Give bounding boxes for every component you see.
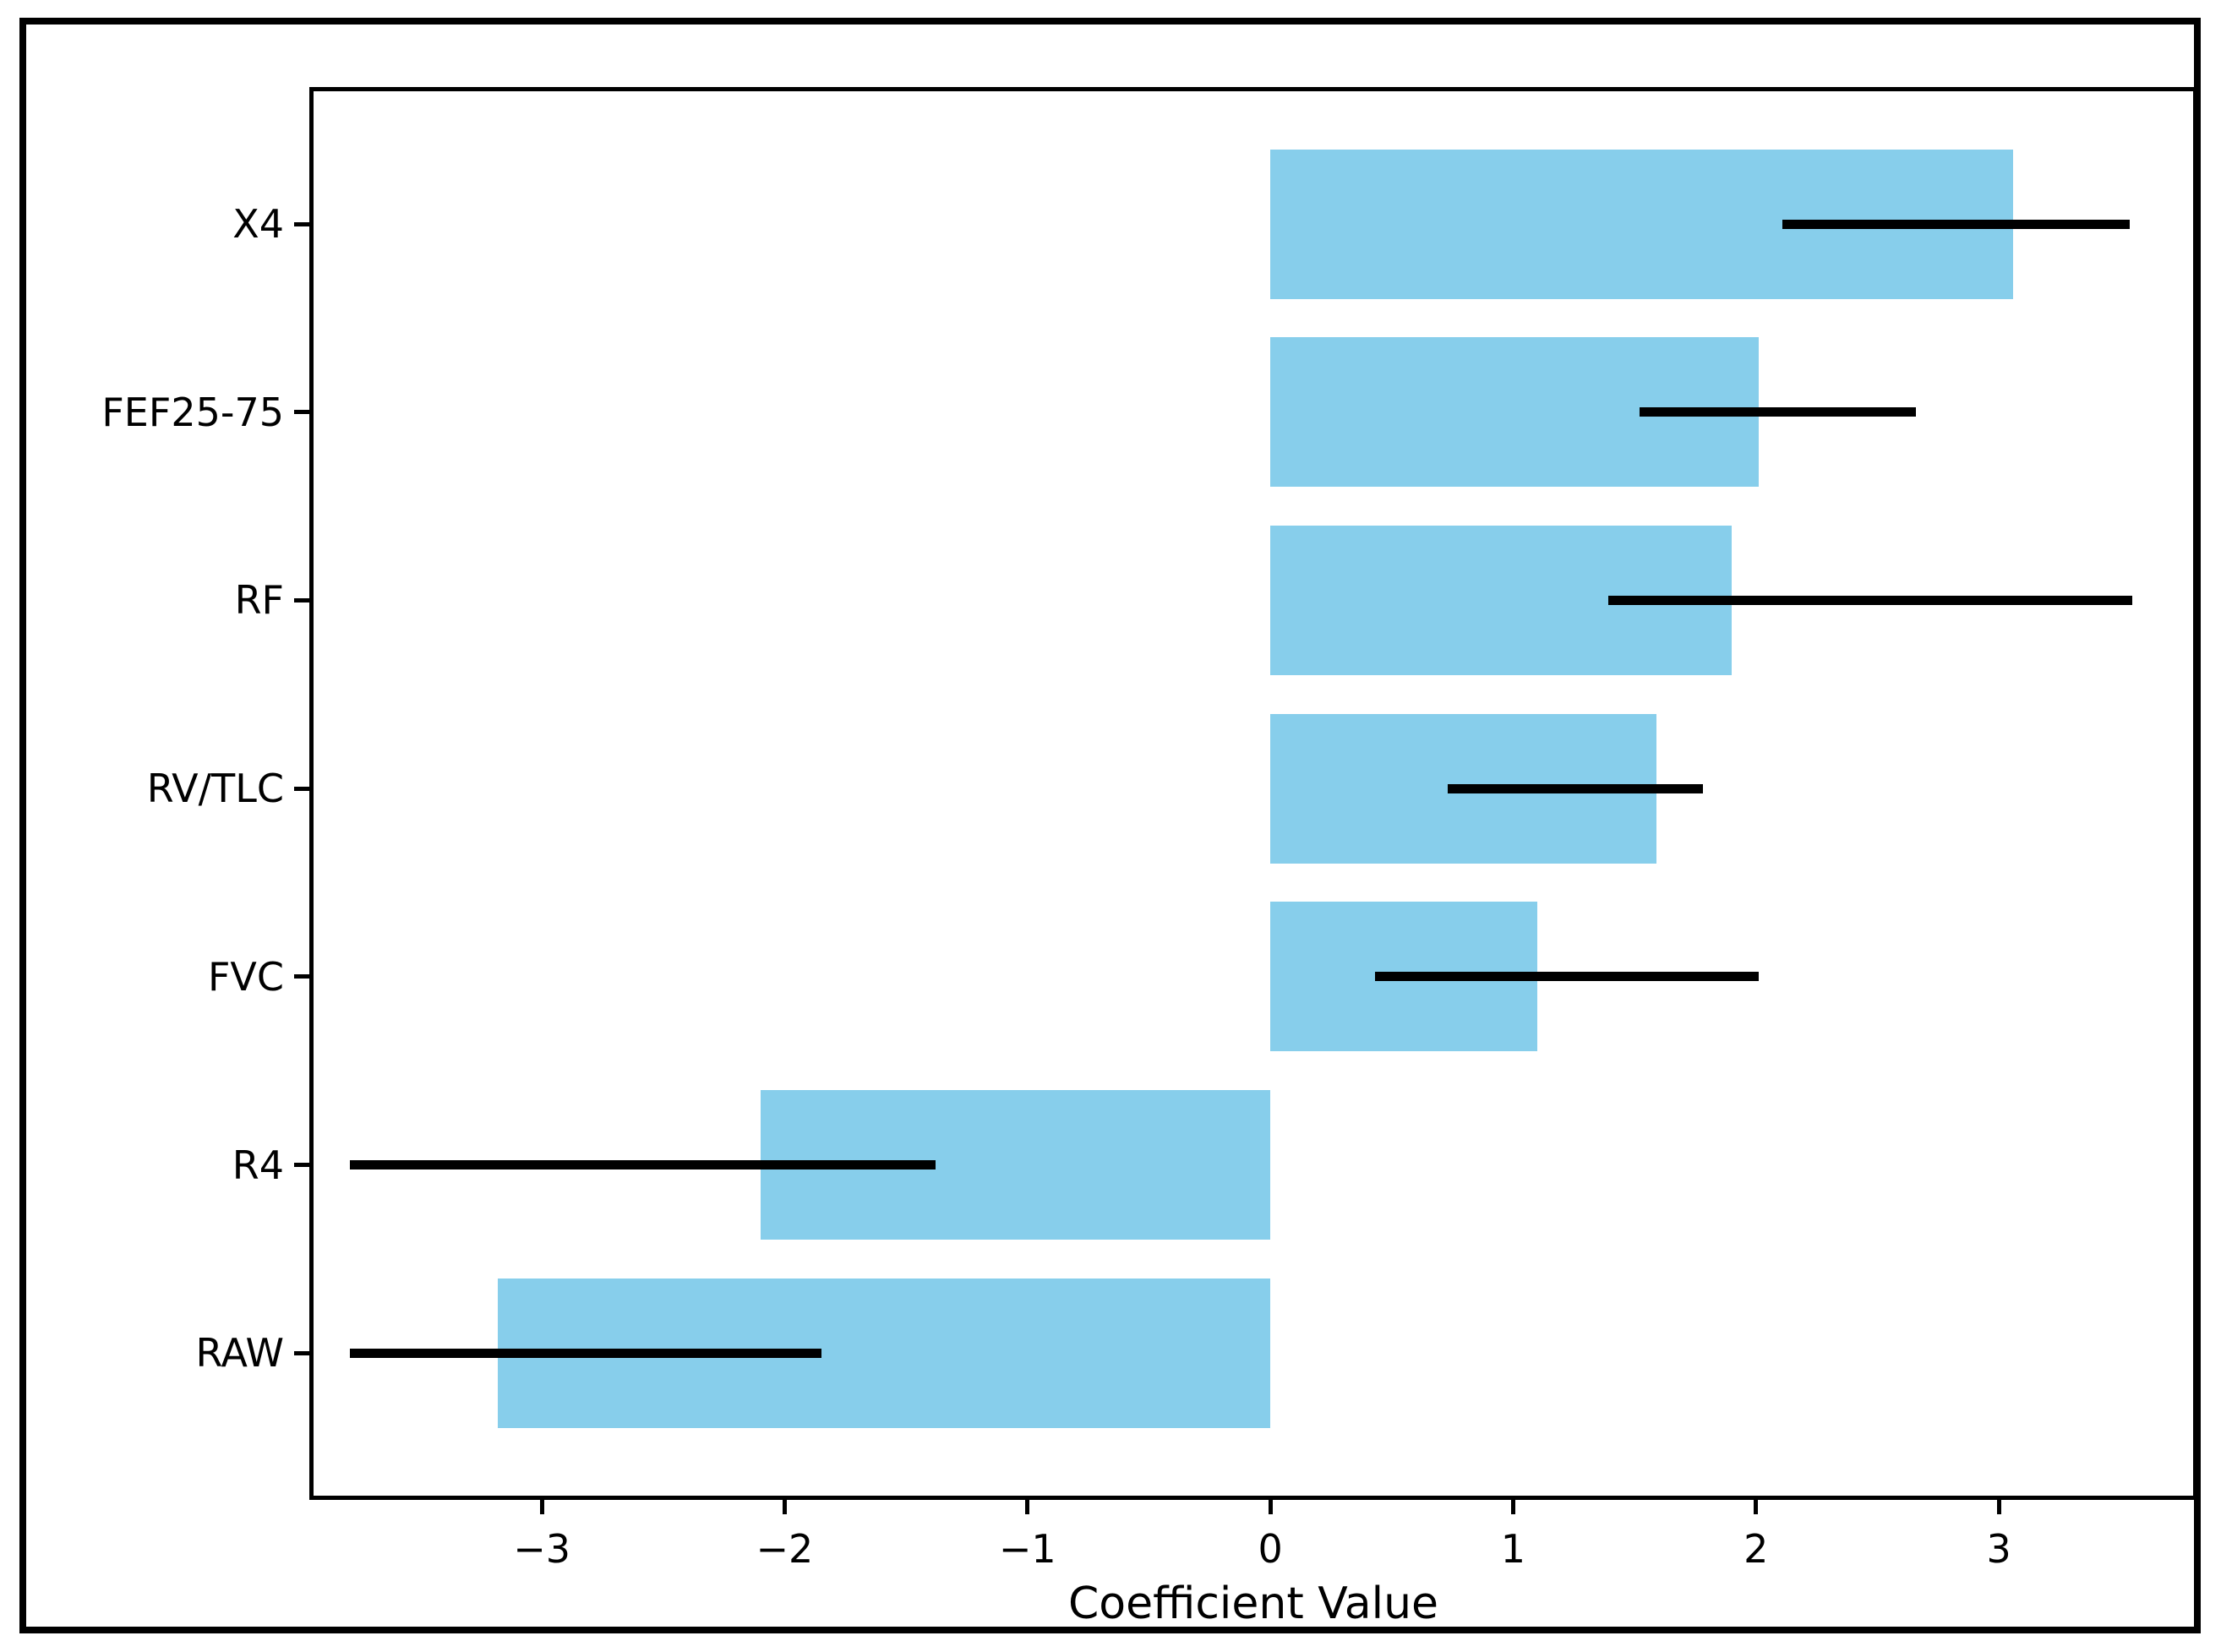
y-tick: [294, 221, 309, 226]
error-bar-rf: [1607, 595, 2133, 605]
error-bar-raw: [350, 1348, 821, 1358]
y-tick: [294, 1350, 309, 1355]
error-bar-fvc: [1374, 972, 1759, 982]
y-tick-label: FVC: [207, 953, 284, 1000]
y-tick: [294, 786, 309, 791]
x-tick-label: 3: [1986, 1526, 2011, 1572]
x-tick-label: 0: [1258, 1526, 1283, 1572]
x-tick: [1510, 1500, 1515, 1514]
x-tick: [539, 1500, 544, 1514]
plot-area: [309, 87, 2197, 1500]
y-tick-label: RV/TLC: [146, 766, 284, 812]
y-tick: [294, 597, 309, 602]
x-tick: [1025, 1500, 1030, 1514]
error-bar-fef25-75: [1639, 407, 1917, 417]
figure-border: [19, 18, 2201, 1633]
y-tick-label: RF: [234, 577, 284, 624]
x-tick-label: 1: [1500, 1526, 1526, 1572]
y-tick: [294, 410, 309, 415]
x-tick: [1754, 1500, 1759, 1514]
error-bar-rv-tlc: [1447, 783, 1703, 793]
x-tick-label: −1: [998, 1526, 1056, 1572]
error-bar-r4: [350, 1160, 936, 1169]
y-tick-label: RAW: [195, 1330, 284, 1377]
y-tick-label: X4: [232, 201, 284, 247]
x-tick-label: −3: [513, 1526, 570, 1572]
error-bar-x4: [1782, 219, 2131, 229]
x-axis-title: Coefficient Value: [1067, 1578, 1439, 1629]
x-tick: [1996, 1500, 2001, 1514]
y-tick-label: R4: [232, 1142, 284, 1188]
x-tick-label: −2: [756, 1526, 814, 1572]
x-tick: [1268, 1500, 1273, 1514]
y-tick-label: FEF25-75: [101, 389, 284, 435]
y-tick: [294, 974, 309, 979]
x-tick: [782, 1500, 787, 1514]
y-tick: [294, 1163, 309, 1167]
x-tick-label: 2: [1744, 1526, 1769, 1572]
